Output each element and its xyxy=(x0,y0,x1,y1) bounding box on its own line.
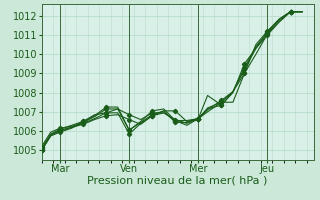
X-axis label: Pression niveau de la mer( hPa ): Pression niveau de la mer( hPa ) xyxy=(87,176,268,186)
